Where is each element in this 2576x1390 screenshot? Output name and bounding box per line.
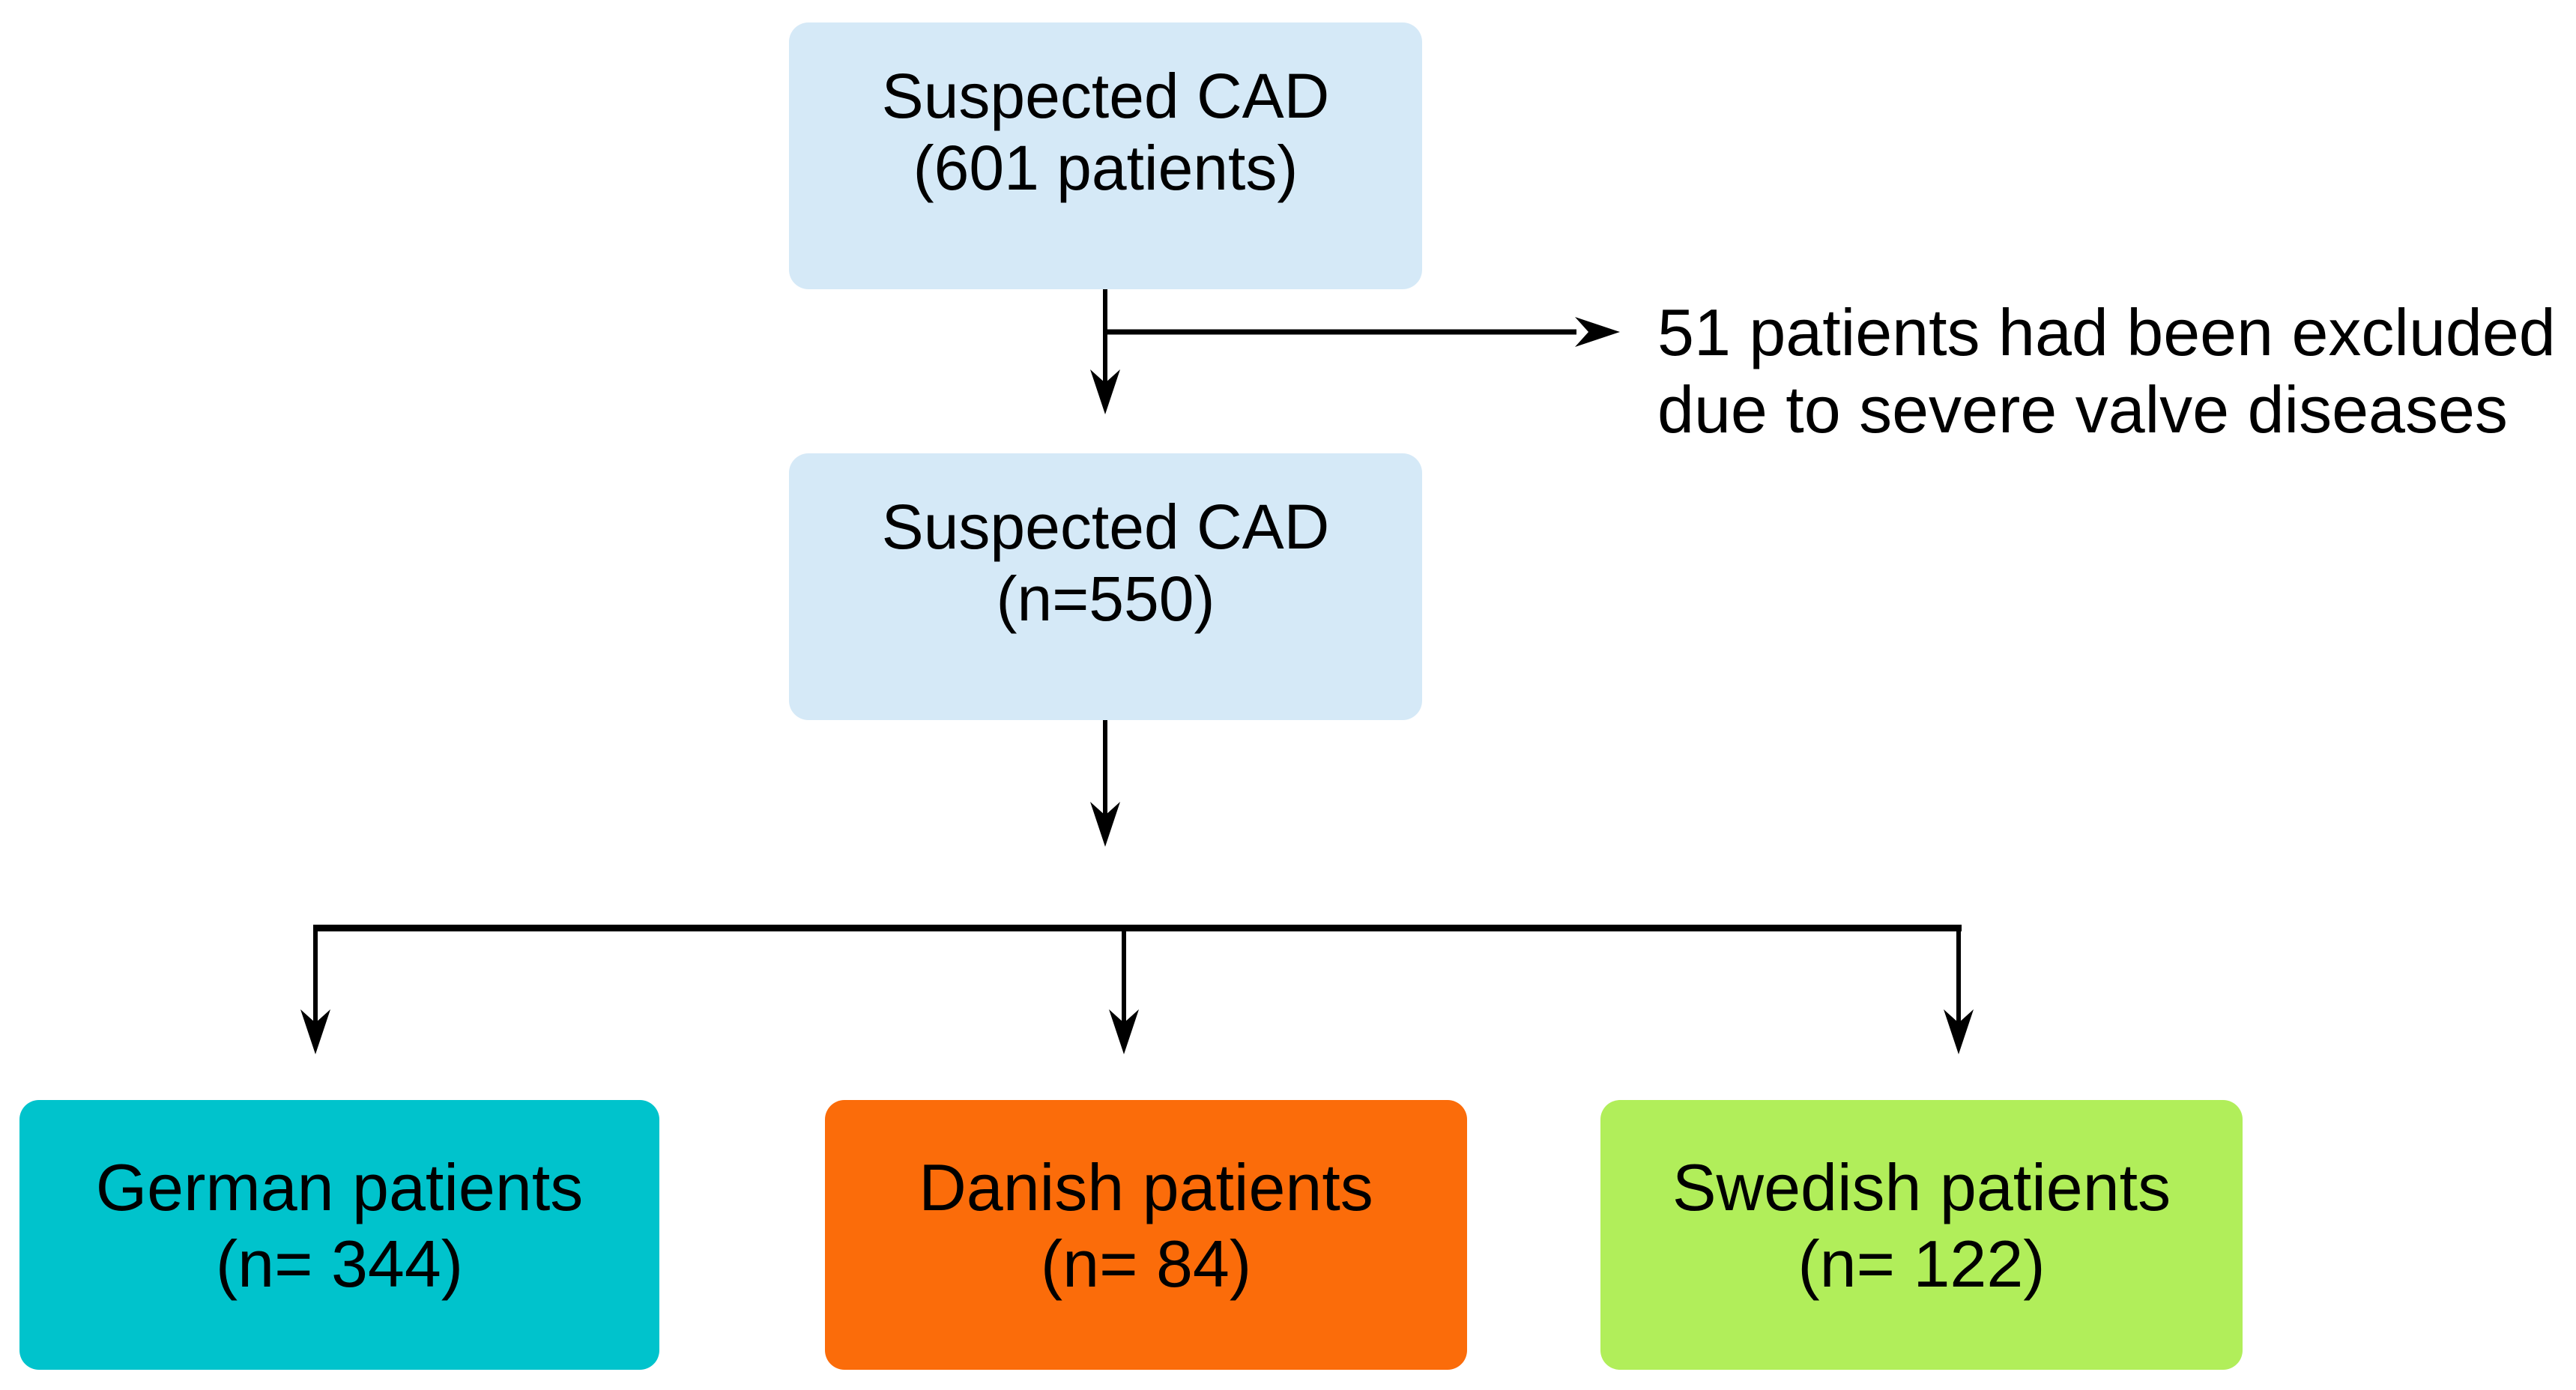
node-label: Swedish patients (n= 122) (1672, 1149, 2171, 1302)
arrow-after-exclusion-to-branch (1090, 720, 1120, 847)
node-line-2: (n= 122) (1798, 1227, 2046, 1301)
node-suspected-cad-550: Suspected CAD (n=550) (789, 453, 1422, 720)
node-line-1: Danish patients (919, 1150, 1373, 1224)
node-line-2: (n= 344) (215, 1227, 464, 1301)
node-line-1: German patients (95, 1150, 584, 1224)
node-danish-patients: Danish patients (n= 84) (825, 1100, 1467, 1370)
node-line-2: (601 patients) (913, 133, 1298, 203)
node-suspected-cad-601: Suspected CAD (601 patients) (789, 22, 1422, 289)
node-german-patients: German patients (n= 344) (19, 1100, 659, 1370)
arrow-branch-to-swedish (1944, 926, 1974, 1054)
down-arrowhead-icon (1090, 369, 1120, 414)
down-arrowhead-icon (1090, 802, 1120, 847)
excluded-note: 51 patients had been excluded due to sev… (1657, 294, 2556, 448)
node-line-2: (n=550) (996, 563, 1215, 634)
arrow-branch-to-danish (1109, 926, 1139, 1054)
right-arrowhead-icon (1575, 317, 1620, 347)
node-label: German patients (n= 344) (96, 1149, 584, 1302)
node-line-2: (n= 84) (1040, 1227, 1252, 1301)
arrow-branch-to-german (300, 926, 330, 1054)
excluded-note-line-2: due to severe valve diseases (1657, 372, 2508, 447)
node-line-1: Swedish patients (1672, 1150, 2171, 1224)
arrow-start-to-after-exclusion (1090, 288, 1120, 414)
node-line-1: Suspected CAD (881, 492, 1330, 562)
down-arrowhead-icon (1109, 1009, 1139, 1054)
node-label: Suspected CAD (601 patients) (882, 60, 1330, 204)
branch-bar (313, 925, 1962, 931)
arrow-to-excluded-note (1103, 317, 1620, 347)
node-label: Danish patients (n= 84) (919, 1149, 1373, 1302)
node-line-1: Suspected CAD (881, 61, 1330, 131)
node-swedish-patients: Swedish patients (n= 122) (1600, 1100, 2243, 1370)
down-arrowhead-icon (1944, 1009, 1974, 1054)
down-arrowhead-icon (300, 1009, 330, 1054)
excluded-note-line-1: 51 patients had been excluded (1657, 295, 2556, 369)
node-label: Suspected CAD (n=550) (882, 491, 1330, 635)
